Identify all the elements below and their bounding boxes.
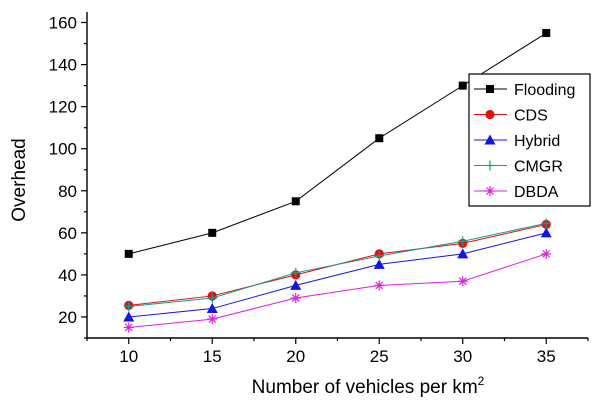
data-point-dbda — [457, 276, 468, 287]
x-tick-label: 20 — [286, 347, 305, 366]
series-line-dbda — [128, 253, 547, 328]
x-axis-title: Number of vehicles per km2 — [252, 374, 485, 398]
series-line-hybrid — [128, 232, 547, 318]
axes: 20 40 60 80 100 120 140 160 10 15 20 25 30 35 — [49, 12, 589, 366]
data-point-dbda — [123, 322, 134, 333]
data-point-hybrid — [373, 258, 385, 269]
data-point-dbda — [374, 280, 385, 291]
x-tick-label: 30 — [453, 347, 472, 366]
data-point-flooding — [291, 197, 300, 206]
legend-marker-dbda — [485, 186, 495, 196]
data-point-dbda — [207, 314, 218, 325]
legend-label-flooding: Flooding — [514, 82, 575, 99]
legend-label-cmgr: CMGR — [514, 159, 563, 176]
data-point-dbda — [541, 248, 552, 259]
x-tick-label: 35 — [537, 347, 556, 366]
y-tick-label: 140 — [49, 56, 77, 75]
legend-label-cds: CDS — [514, 108, 548, 125]
legend-marker-cmgr — [485, 160, 495, 171]
data-point-flooding — [208, 228, 217, 237]
legend-label-hybrid: Hybrid — [514, 133, 560, 150]
x-axis-title-main: Number of vehicles per km — [252, 377, 478, 398]
legend-item-cds: CDS — [474, 108, 548, 125]
x-tick-label: 25 — [370, 347, 389, 366]
y-tick-label: 40 — [58, 266, 77, 285]
data-point-flooding — [375, 134, 384, 143]
y-axis-title: Overhead — [9, 138, 30, 221]
x-tick-label: 15 — [203, 347, 222, 366]
data-point-hybrid — [206, 303, 218, 314]
y-tick-label: 160 — [49, 14, 77, 33]
series-line-cmgr — [128, 222, 547, 307]
legend-item-flooding: Flooding — [474, 82, 575, 99]
data-point-hybrid — [290, 279, 302, 290]
series-hybrid — [123, 227, 552, 322]
data-point-hybrid — [457, 248, 469, 259]
data-point-cmgr — [290, 267, 301, 278]
y-tick-label: 60 — [58, 224, 77, 243]
data-point-flooding — [458, 81, 467, 90]
legend-label-dbda: DBDA — [514, 184, 559, 201]
x-tick-label: 10 — [119, 347, 138, 366]
legend-marker-flooding — [486, 85, 494, 93]
data-point-dbda — [290, 293, 301, 304]
y-tick-label: 80 — [58, 182, 77, 201]
x-axis-title-superscript: 2 — [478, 374, 485, 388]
series-layer — [123, 29, 552, 333]
legend-item-hybrid: Hybrid — [474, 133, 560, 150]
data-point-flooding — [124, 249, 133, 258]
legend-marker-hybrid — [484, 134, 496, 145]
data-point-cmgr — [541, 218, 552, 229]
legend-marker-cds — [485, 109, 495, 120]
legend-item-cmgr: CMGR — [474, 159, 563, 176]
series-cmgr — [123, 218, 552, 312]
data-point-cmgr — [207, 293, 218, 304]
y-tick-label: 100 — [49, 140, 77, 159]
y-tick-label: 120 — [49, 98, 77, 117]
data-point-hybrid — [540, 227, 552, 238]
data-point-cmgr — [374, 250, 385, 261]
y-tick-label: 20 — [58, 308, 77, 327]
series-cds — [124, 219, 551, 310]
legend-item-dbda: DBDA — [474, 184, 559, 201]
data-point-cmgr — [123, 301, 134, 312]
data-point-hybrid — [123, 311, 135, 322]
data-point-cmgr — [457, 236, 468, 247]
legend: Flooding CDS Hybrid CMGR DBDA — [468, 73, 591, 207]
data-point-flooding — [542, 29, 551, 38]
series-dbda — [123, 248, 552, 333]
